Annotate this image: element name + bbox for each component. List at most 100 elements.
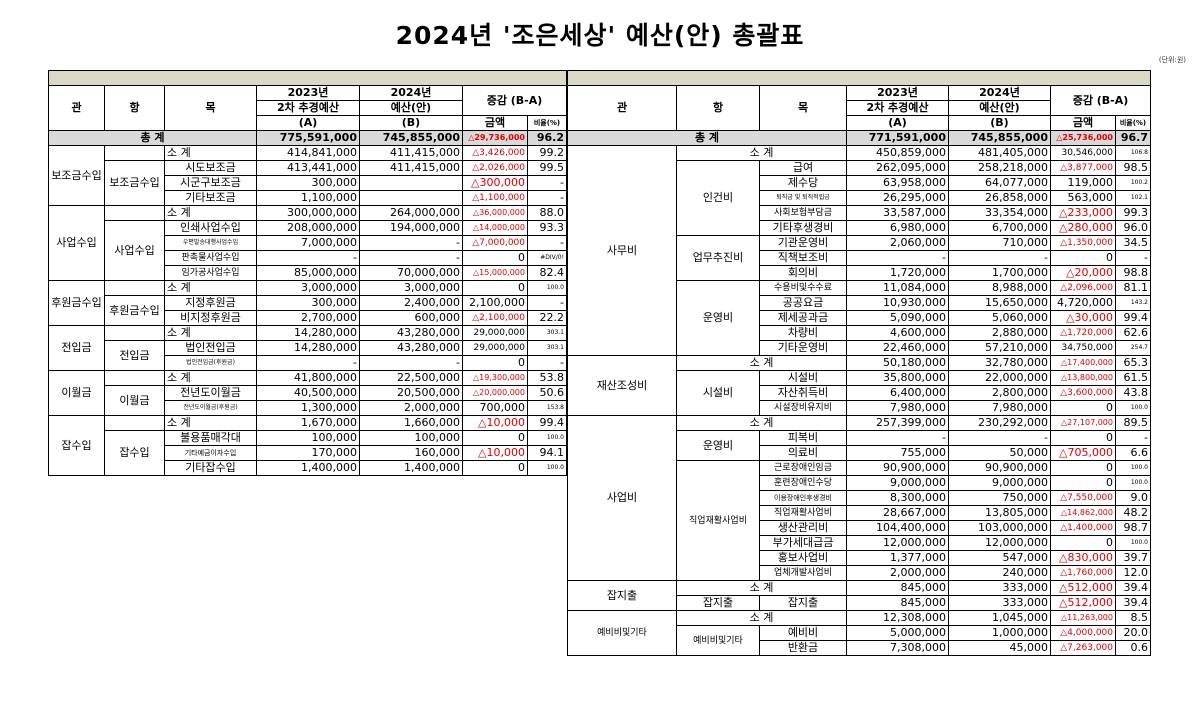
mok-cell: 잡지출 <box>759 595 847 611</box>
hang-blank <box>104 205 165 221</box>
ratio: - <box>527 175 567 191</box>
amount-diff: △233,000 <box>1050 205 1116 221</box>
col-hang: 항 <box>676 85 760 131</box>
column-header-row: 관 항 목 2023년 2024년 증감 (B-A) <box>567 85 1151 131</box>
amount-prev: 35,800,000 <box>846 370 949 386</box>
amount-prev: 300,000 <box>256 175 360 191</box>
mok-cell: 기타후생경비 <box>759 220 847 236</box>
mok-cell: 예비비 <box>759 625 847 641</box>
table-row: 전입금 법인전입금 14,280,000 43,280,000 29,000,000 30… <box>49 340 567 371</box>
mok-cell: 업체개발사업비 <box>759 565 847 581</box>
amount-prev: 11,084,000 <box>846 280 949 296</box>
amount-cur: 22,500,000 <box>359 370 463 386</box>
ratio: 39.4 <box>1115 595 1151 611</box>
amount-prev: 26,295,000 <box>846 190 949 206</box>
gwan-cell: 예비비및기타 <box>567 610 677 656</box>
mok-cell: 기타예금이자수입 <box>164 445 257 461</box>
amount-diff: △7,000,000 <box>462 235 528 251</box>
amount-diff: △1,720,000 <box>1050 325 1116 341</box>
amount-diff: △10,000 <box>462 445 528 461</box>
mok-cell: 급여 <box>759 160 847 176</box>
col-hang: 항 <box>104 85 165 131</box>
table-row: 사업수입 인쇄사업수입 208,000,000 194,000,000 △14,000,… <box>49 220 567 281</box>
column-header-row: (A) (B) 금액 비율(%) <box>49 115 567 131</box>
amount-cur: 411,415,000 <box>359 160 463 176</box>
amount-prev: 4,600,000 <box>846 325 949 341</box>
amount-cur: 2,880,000 <box>948 325 1051 341</box>
gwan-cell: 보조금수입 <box>48 145 105 206</box>
amount-prev: 14,280,000 <box>256 325 360 341</box>
mok-cell: 시군구보조금 <box>164 175 257 191</box>
total-row: 총 계 771,591,000 745,855,000 △25,736,000 96.7 <box>567 130 1151 146</box>
mok-cell: 기타운영비 <box>759 340 847 356</box>
amount-cur: 45,000 <box>948 640 1051 656</box>
col-gwan: 관 <box>48 85 105 131</box>
subtotal-label: 소 계 <box>676 610 847 626</box>
amount-cur: 1,000,000 <box>948 625 1051 641</box>
amount-diff: △27,107,000 <box>1050 415 1116 431</box>
amount-diff: △25,736,000 <box>1050 130 1116 146</box>
mok-cell: 제수당 <box>759 175 847 191</box>
ratio: 100.0 <box>527 280 567 296</box>
col-cur-year: 2024년 <box>359 85 463 101</box>
amount-prev: 28,667,000 <box>846 505 949 521</box>
amount-prev: 262,095,000 <box>846 160 949 176</box>
amount-diff: △830,000 <box>1050 550 1116 566</box>
table-row: 차량비 4,600,000 2,880,000 △1,720,000 62.6 <box>568 325 1151 341</box>
hang-cell: 직업재활사업비 <box>676 460 760 581</box>
subtotal-row: 사업비 소 계 257,399,000 230,292,000 △27,107,000 8… <box>567 415 1151 581</box>
ratio: 100.0 <box>527 460 567 476</box>
table-row: 퇴직금 및 퇴직적립금 26,295,000 26,858,000 563,000 10… <box>568 190 1151 206</box>
amount-prev: 8,300,000 <box>846 490 949 506</box>
unit-note: (단위:원) <box>1158 56 1186 64</box>
hang-cell: 운영비 <box>676 430 760 461</box>
ratio: 88.0 <box>527 205 567 221</box>
table-row: 제수당 63,958,000 64,077,000 119,000 100.2 <box>568 175 1151 191</box>
amount-cur: 8,988,000 <box>948 280 1051 296</box>
amount-cur: 6,700,000 <box>948 220 1051 236</box>
mok-cell: 시설장비유지비 <box>759 400 847 416</box>
gwan-cell: 이월금 <box>48 370 105 416</box>
mok-cell: 수용비및수수료 <box>759 280 847 296</box>
col-cur-year: 2024년 <box>948 85 1051 101</box>
amount-cur: 64,077,000 <box>948 175 1051 191</box>
ratio: - <box>1115 430 1151 446</box>
col-diff: 증감 (B-A) <box>462 85 567 116</box>
amount-diff: 0 <box>462 280 528 296</box>
subtotal-label: 소 계 <box>164 145 257 161</box>
table-row: 기타잡수입 1,400,000 1,400,000 0 100.0 <box>49 460 567 476</box>
amount-prev: 12,308,000 <box>846 610 949 626</box>
subtotal-label: 소 계 <box>164 280 257 296</box>
col-prev-a: (A) <box>256 115 360 131</box>
amount-cur: - <box>359 355 463 371</box>
ratio: 89.5 <box>1115 415 1151 431</box>
amount-diff: 0 <box>1050 475 1116 491</box>
amount-prev: 2,700,000 <box>256 310 360 326</box>
mok-cell: 훈련장애인수당 <box>759 475 847 491</box>
amount-cur: 43,280,000 <box>359 340 463 356</box>
amount-prev: 41,800,000 <box>256 370 360 386</box>
ratio: 34.5 <box>1115 235 1151 251</box>
amount-prev: 33,587,000 <box>846 205 949 221</box>
table-row: 기타후생경비 6,980,000 6,700,000 △280,000 96.0 <box>568 220 1151 236</box>
mok-cell: 우편발송대행사업수입 <box>164 235 257 251</box>
column-header-row: 2차 추경예산 예산(안) <box>49 100 567 116</box>
amount-diff: △3,877,000 <box>1050 160 1116 176</box>
amount-diff: △36,000,000 <box>462 205 528 221</box>
amount-cur: 100,000 <box>359 430 463 446</box>
subtotal-label: 소 계 <box>164 205 257 221</box>
ratio: 99.2 <box>527 145 567 161</box>
amount-diff: 0 <box>1050 430 1116 446</box>
hang-cell: 사업수입 <box>104 220 165 281</box>
col-amount: 금액 <box>1050 115 1116 131</box>
amount-diff: 0 <box>1050 400 1116 416</box>
subtotal-row: 잡수입 소 계 1,670,000 1,660,000 △10,000 99.4 <box>48 415 567 476</box>
amount-diff: △3,600,000 <box>1050 385 1116 401</box>
ratio: 99.4 <box>527 415 567 431</box>
mok-cell: 직책보조비 <box>759 250 847 266</box>
ratio: 65.3 <box>1115 355 1151 371</box>
amount-diff: △7,263,000 <box>1050 640 1116 656</box>
amount-diff: 4,720,000 <box>1050 295 1116 311</box>
amount-cur: 33,354,000 <box>948 205 1051 221</box>
amount-cur: 5,060,000 <box>948 310 1051 326</box>
